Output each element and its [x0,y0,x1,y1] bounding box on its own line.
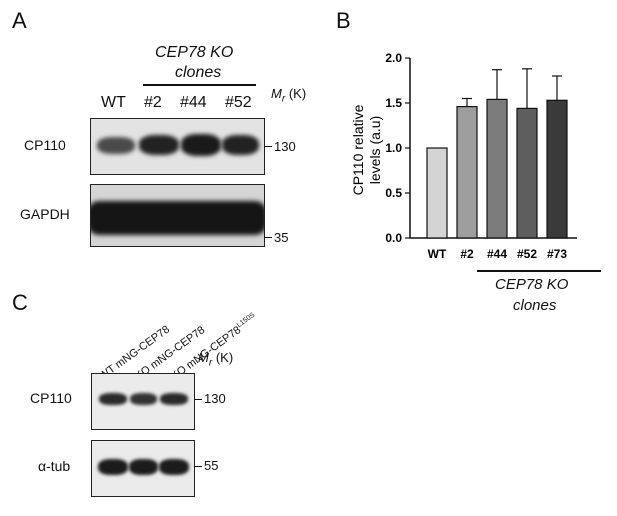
band [222,135,259,155]
x-tick-label: #73 [547,247,567,261]
panel-c-atub-blot [91,440,195,497]
panel-c-mr-label: Mr (K) [198,350,234,369]
panel-a-130-tick [264,146,272,148]
band [91,201,264,235]
x-tick-label: #2 [460,247,474,261]
x-tick-label: WT [428,247,447,261]
panel-c-55-tick [194,466,202,468]
band [98,459,128,475]
panel-a-lane-2: #2 [144,94,162,111]
panel-b-group-label-line2: clones [513,297,557,314]
y-tick-label: 1.5 [385,96,402,110]
panel-a-lane-wt: WT [101,94,126,111]
y-tick-label: 0.0 [385,231,402,245]
panel-a-gapdh-label: GAPDH [20,206,70,222]
panel-a-cp110-label: CP110 [24,137,66,153]
x-tick-label: #44 [487,247,507,261]
band [130,393,157,405]
panel-b-letter: B [336,8,351,33]
panel-a-130-marker: 130 [274,139,296,154]
band [139,135,179,155]
y-tick-label: 1.0 [385,141,402,155]
panel-b-chart: CP110 relativelevels (a.u) 0.0 0.5 1.0 1.5 2… [350,51,577,261]
panel-a-cp110-blot [90,118,265,175]
bar-52 [516,107,538,239]
panel-c-cp110-blot [91,373,195,430]
y-axis-label: CP110 relativelevels (a.u) [350,104,383,195]
band [159,459,189,475]
panel-a-35-marker: 35 [274,230,289,245]
panel-a-gapdh-blot [90,184,265,247]
panel-c-130-tick [194,399,202,401]
panel-c-cp110-label: CP110 [30,390,72,406]
panel-a-group-label-line2: clones [175,64,222,81]
panel-a-letter: A [12,8,27,33]
panel-a-lane-44: #44 [180,94,207,111]
panel-a-group-label-line1: CEP78 KO [155,44,234,61]
bar-73 [546,99,568,239]
band [129,459,158,475]
panel-c-130-marker: 130 [204,391,226,406]
bar-44 [486,98,508,239]
panel-a-lane-52: #52 [225,94,252,111]
band [181,134,221,156]
panel-b-group-label-line1: CEP78 KO [495,276,569,293]
x-tick-label: #52 [517,247,537,261]
panel-b-group-bracket [477,270,601,272]
panel-a-group-bracket [143,84,256,86]
panel-a-mr-label: Mr (K) [271,86,307,105]
bar-2 [456,105,478,239]
bar-WT [426,147,448,239]
y-tick-label: 0.5 [385,186,402,200]
band [99,393,127,405]
panel-c-55-marker: 55 [204,458,219,473]
y-tick-label: 2.0 [385,51,402,65]
panel-c-atub-label: α-tub [38,458,71,474]
panel-c-letter: C [12,290,28,315]
band [160,393,188,405]
panel-a-35-tick [264,237,272,239]
band [97,137,135,154]
